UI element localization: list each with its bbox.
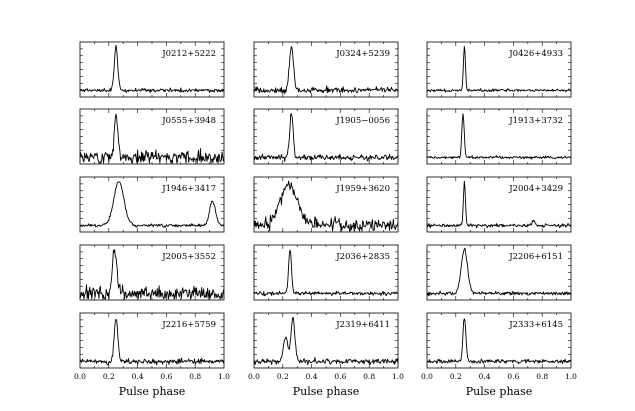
x-tick-label: 0.0 bbox=[248, 372, 260, 381]
panel-J1905−0056: J1905−0056 bbox=[253, 108, 399, 165]
x-tick-label: 1.0 bbox=[218, 372, 230, 381]
panel-J0324+5239: J0324+5239 bbox=[253, 41, 399, 98]
pulse-profile-line bbox=[253, 249, 399, 297]
x-tick-label: 0.6 bbox=[160, 372, 172, 381]
panel-J2333+6145: J2333+6145 bbox=[426, 312, 572, 369]
x-tick-label: 0.0 bbox=[74, 372, 86, 381]
pulse-profile-line bbox=[253, 180, 399, 232]
x-tick-label: 0.4 bbox=[132, 372, 144, 381]
x-tick-label: 0.6 bbox=[507, 372, 519, 381]
x-tick-label: 0.4 bbox=[479, 372, 491, 381]
x-tick-label: 0.2 bbox=[103, 372, 115, 381]
panel-label: J1946+3417 bbox=[161, 184, 216, 194]
x-axis-label: Pulse phase bbox=[119, 385, 186, 398]
x-tick-label: 0.4 bbox=[306, 372, 318, 381]
pulse-profile-line bbox=[426, 180, 572, 229]
x-tick-label: 1.0 bbox=[392, 372, 404, 381]
panel-J2005+3552: J2005+3552 bbox=[79, 244, 225, 301]
x-tick-label: 0.8 bbox=[536, 372, 548, 381]
panel-J2004+3429: J2004+3429 bbox=[426, 176, 572, 233]
panel-label: J0212+5222 bbox=[161, 49, 216, 59]
pulse-profile-line bbox=[426, 113, 572, 160]
pulse-profile-line bbox=[426, 247, 572, 297]
panel-label: J2004+3429 bbox=[508, 184, 563, 194]
panel-label: J2206+6151 bbox=[508, 252, 563, 262]
x-tick-label: 0.2 bbox=[277, 372, 289, 381]
x-tick-label: 0.0 bbox=[421, 372, 433, 381]
x-axis-label: Pulse phase bbox=[466, 385, 533, 398]
panel-label: J0324+5239 bbox=[335, 49, 390, 59]
x-axis-label: Pulse phase bbox=[293, 385, 360, 398]
panel-grid: J0212+5222 J0324+5239 J0426+4933 J0555+3948… bbox=[79, 41, 572, 369]
panel-label: J0555+3948 bbox=[161, 116, 216, 126]
panel-label: J2333+6145 bbox=[508, 320, 563, 330]
panel-J1946+3417: J1946+3417 bbox=[79, 176, 225, 233]
pulse-profile-line bbox=[253, 46, 399, 95]
pulse-profile-line bbox=[253, 113, 399, 162]
x-tick-label: 0.2 bbox=[450, 372, 462, 381]
panel-J1913+3732: J1913+3732 bbox=[426, 108, 572, 165]
panel-J0212+5222: J0212+5222 bbox=[79, 41, 225, 98]
panel-label: J2216+5759 bbox=[161, 320, 216, 330]
x-tick-label: 0.8 bbox=[189, 372, 201, 381]
pulse-profile-line bbox=[79, 249, 225, 300]
panel-J0426+4933: J0426+4933 bbox=[426, 41, 572, 98]
x-axes: 0.0 0.2 0.4 0.6 0.8 1.0 Pulse phase 0.0 0.2 0.4 0.… bbox=[74, 372, 577, 398]
pulse-profile-line bbox=[79, 113, 225, 164]
pulse-profile-line bbox=[79, 181, 225, 228]
panel-label: J2319+6411 bbox=[335, 320, 390, 330]
panel-label: J2036+2835 bbox=[335, 252, 390, 262]
panel-label: J2005+3552 bbox=[161, 252, 216, 262]
panel-label: J1913+3732 bbox=[508, 116, 563, 126]
panel-J1959+3620: J1959+3620 bbox=[253, 176, 399, 233]
pulse-profile-line bbox=[79, 318, 225, 366]
pulse-profile-line bbox=[79, 44, 225, 94]
panel-label: J1905−0056 bbox=[335, 116, 390, 126]
x-tick-label: 1.0 bbox=[565, 372, 577, 381]
pulse-profile-line bbox=[253, 317, 399, 366]
panel-label: J0426+4933 bbox=[508, 49, 563, 59]
panel-J2036+2835: J2036+2835 bbox=[253, 244, 399, 301]
panel-J2216+5759: J2216+5759 bbox=[79, 312, 225, 369]
panel-J0555+3948: J0555+3948 bbox=[79, 108, 225, 165]
x-tick-label: 0.8 bbox=[363, 372, 375, 381]
panel-J2206+6151: J2206+6151 bbox=[426, 244, 572, 301]
panel-label: J1959+3620 bbox=[335, 184, 390, 194]
pulse-profile-line bbox=[426, 45, 572, 93]
pulse-profile-line bbox=[426, 318, 572, 365]
panel-J2319+6411: J2319+6411 bbox=[253, 312, 399, 369]
x-tick-label: 0.6 bbox=[334, 372, 346, 381]
